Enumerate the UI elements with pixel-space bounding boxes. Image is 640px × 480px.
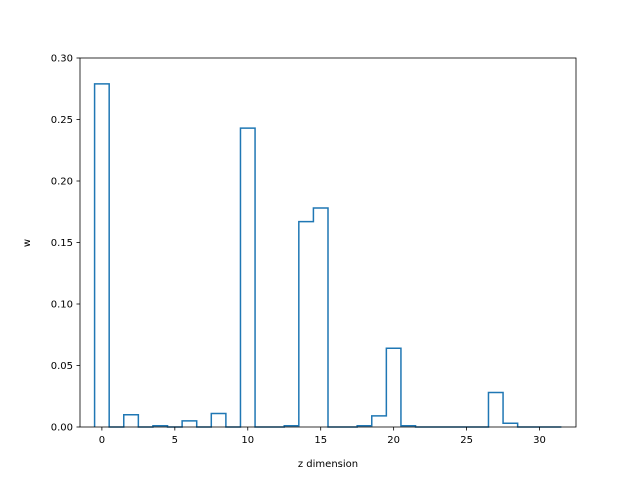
x-tick-label: 10 [241, 435, 254, 446]
x-tick-label: 5 [172, 435, 178, 446]
y-tick-label: 0.30 [51, 54, 73, 65]
y-tick-label: 0.25 [51, 115, 73, 126]
histogram-bin [182, 421, 197, 427]
histogram-bin [95, 84, 110, 427]
y-axis-label: w [22, 239, 33, 247]
y-tick-label: 0.15 [51, 238, 73, 249]
x-tick-label: 30 [533, 435, 546, 446]
histogram-bin [299, 222, 314, 427]
histogram-bin [240, 128, 255, 427]
y-tick-label: 0.00 [51, 423, 73, 434]
histogram-bin [488, 393, 503, 427]
histogram-bin [211, 413, 226, 427]
axes: 0 5 10 15 20 25 30 0.00 0.05 0.10 0.15 0.20 0.25 0.30 [51, 54, 577, 446]
x-tick-label: 25 [460, 435, 473, 446]
y-tick-label: 0.10 [51, 300, 73, 311]
x-axis-label: z dimension [298, 459, 358, 470]
y-tick-label: 0.20 [51, 177, 73, 188]
histogram-bin [124, 415, 139, 427]
x-tick-label: 15 [314, 435, 327, 446]
x-tick-label: 20 [387, 435, 400, 446]
x-tick-label: 0 [99, 435, 105, 446]
y-tick-label: 0.05 [51, 361, 73, 372]
histogram-bin [386, 348, 401, 427]
histogram-bin [372, 416, 387, 427]
histogram-bin [313, 208, 328, 427]
histogram-bin [503, 423, 518, 427]
